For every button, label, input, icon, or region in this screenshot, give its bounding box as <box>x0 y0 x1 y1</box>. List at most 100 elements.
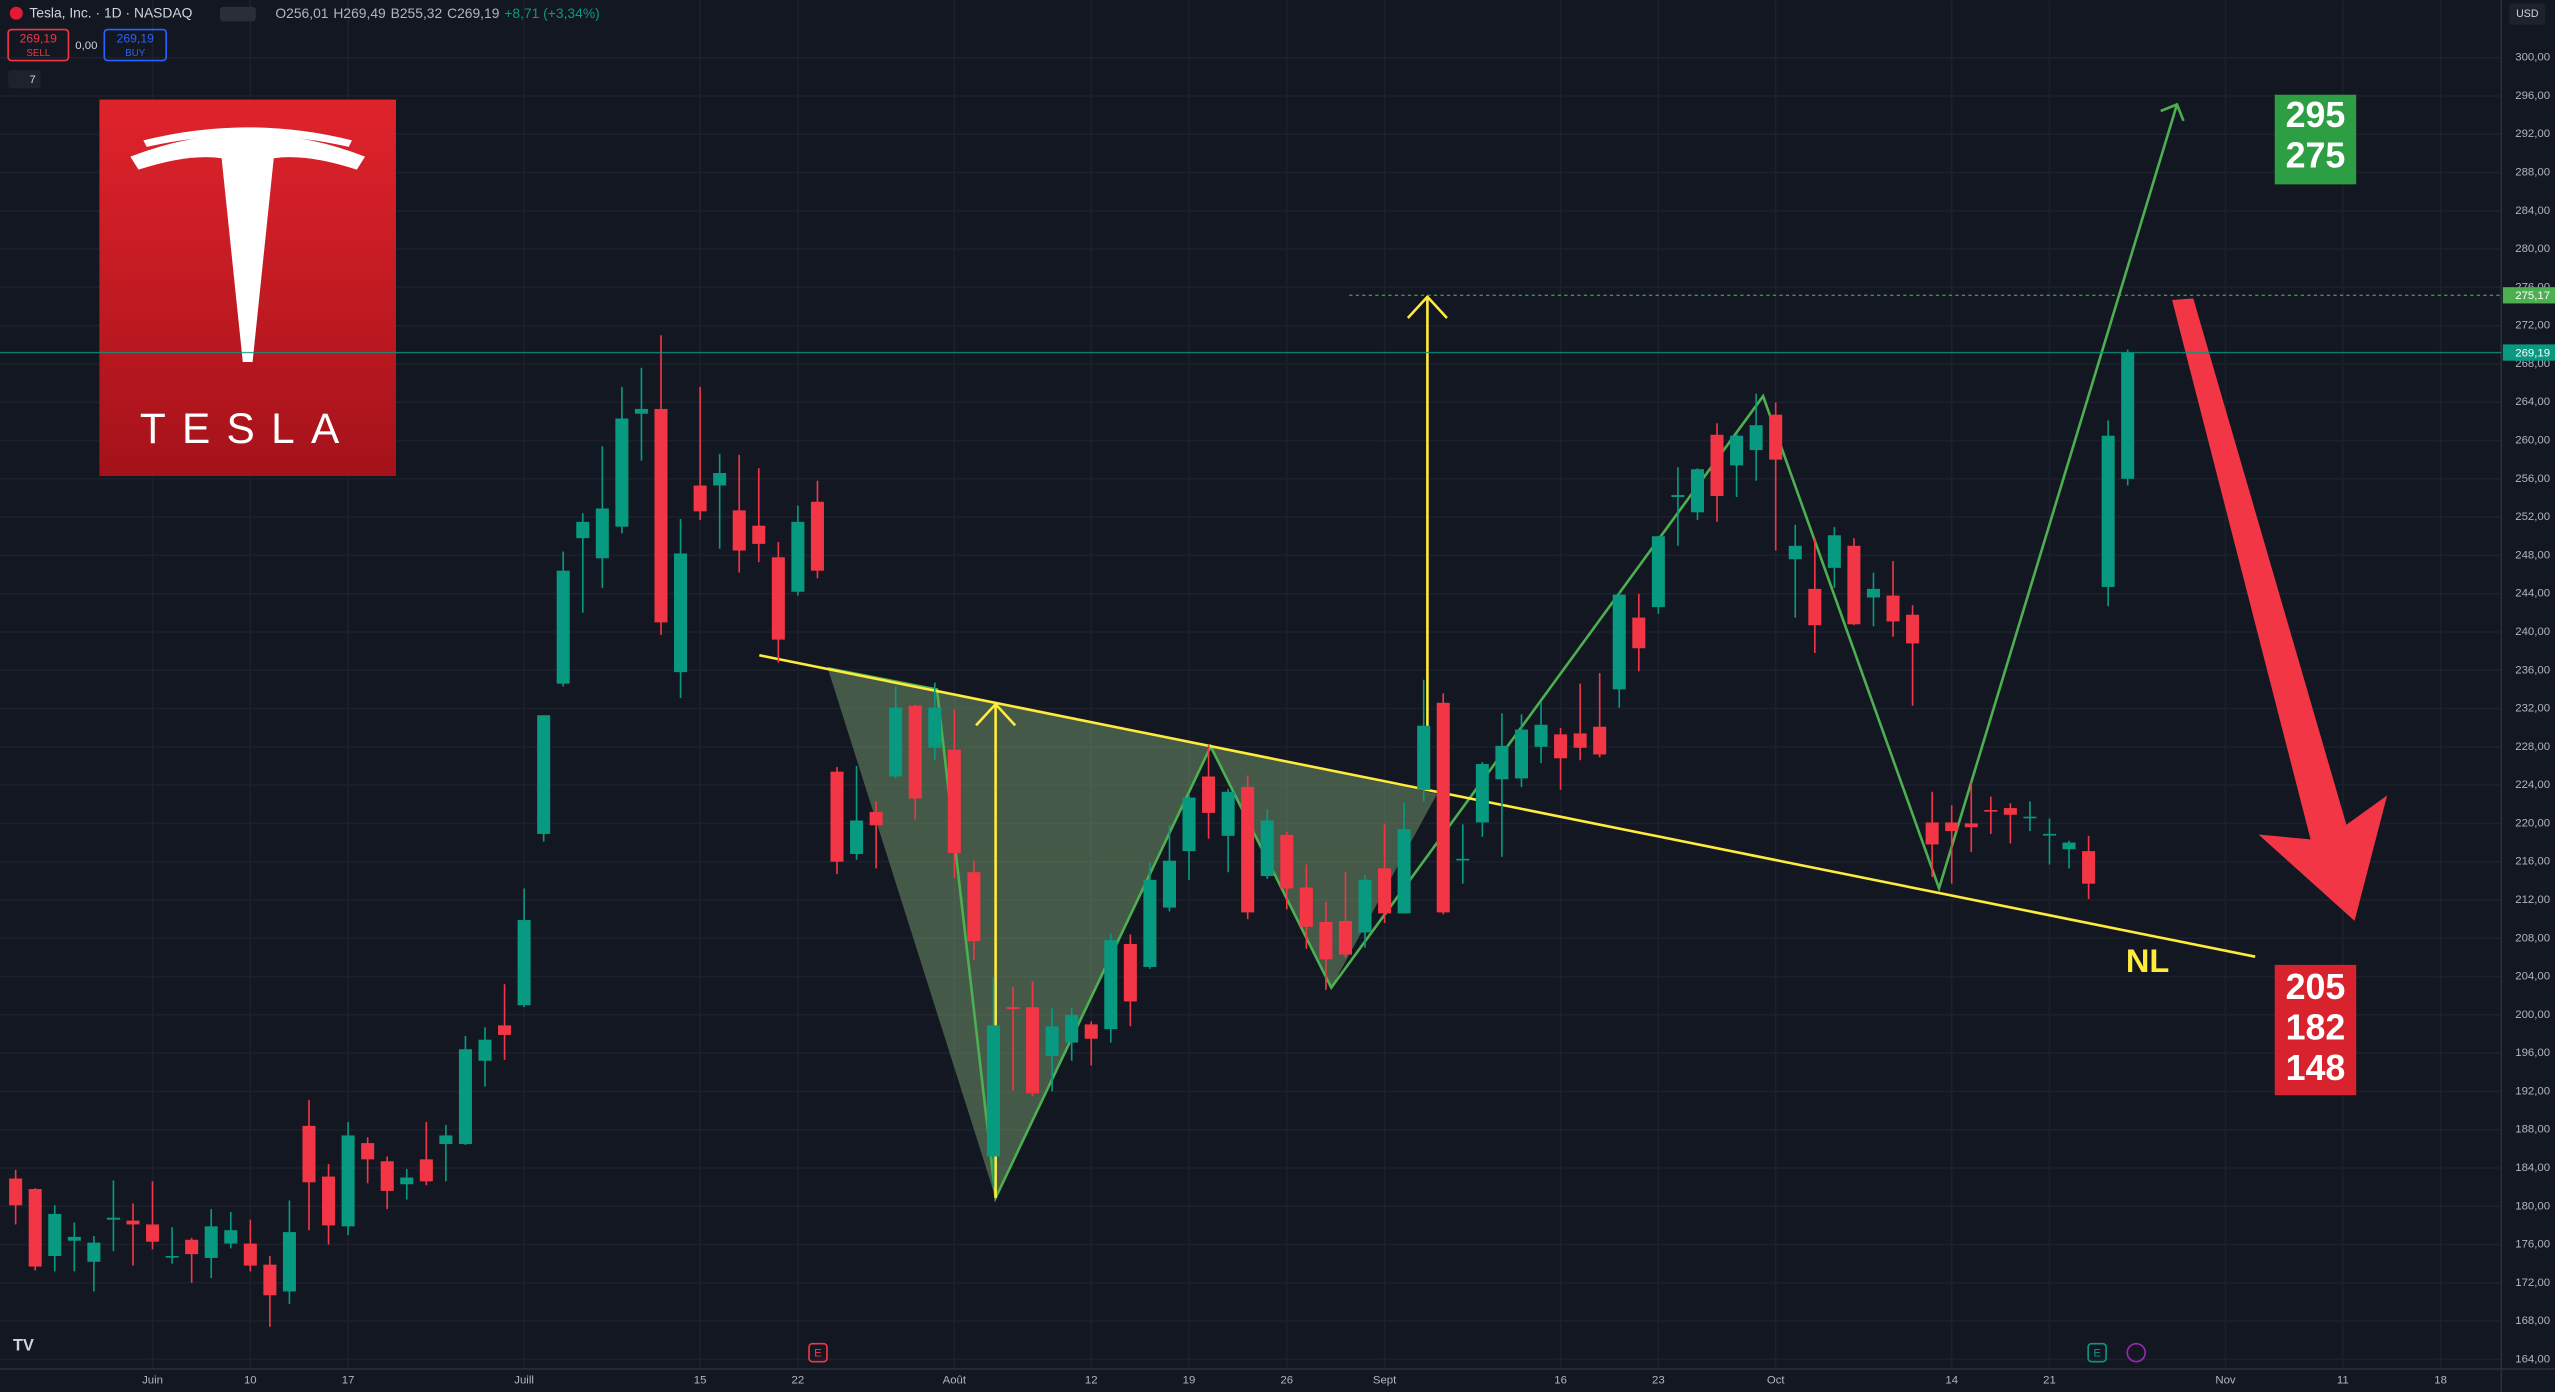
y-tick-label: 292,00 <box>2515 128 2550 140</box>
candle-body <box>1632 617 1646 649</box>
candle-body <box>1534 724 1548 747</box>
candle-body <box>752 525 766 544</box>
candle-body <box>419 1159 433 1182</box>
symbol: Tesla, Inc. · 1D · NASDAQ <box>29 5 192 21</box>
candle-body <box>1143 879 1157 967</box>
candle-body <box>9 1178 23 1206</box>
targets: NL <box>2126 94 2357 1096</box>
y-tick-label: 208,00 <box>2515 932 2550 944</box>
x-tick-label: 15 <box>694 1374 707 1386</box>
candle-body <box>576 521 590 539</box>
shoulder-fill <box>1210 746 1438 988</box>
logo-mark <box>143 127 352 147</box>
tv-logo: TV <box>13 1336 34 1354</box>
candle-body <box>1651 536 1665 608</box>
candle-body <box>1749 425 1763 451</box>
symbol-icon <box>9 6 23 20</box>
price-label-box <box>2502 287 2555 304</box>
currency-box[interactable] <box>2509 3 2546 25</box>
candle-body <box>1866 588 1880 598</box>
candle-body <box>2003 808 2017 815</box>
candle-body <box>302 1125 316 1183</box>
candle-body <box>361 1143 375 1160</box>
y-tick-label: 188,00 <box>2515 1124 2550 1136</box>
candle-body <box>498 1025 512 1035</box>
candle-body <box>889 707 903 777</box>
target-up: 275 <box>2286 136 2346 176</box>
indicators-count: 7 <box>29 74 35 86</box>
y-tick-label: 240,00 <box>2515 626 2550 638</box>
candle-body <box>1827 535 1841 568</box>
candle-body <box>282 1232 296 1292</box>
candle-body <box>2101 435 2115 587</box>
x-tick-label: 23 <box>1652 1374 1665 1386</box>
candle-body <box>1202 776 1216 813</box>
candle-body <box>595 508 609 559</box>
candle-body <box>693 485 707 512</box>
candle-body <box>1984 809 1998 812</box>
candle-body <box>1964 823 1978 828</box>
logo-mark <box>130 133 365 362</box>
candle-body <box>850 820 864 855</box>
buy-button[interactable] <box>103 28 168 62</box>
candle-body <box>106 1217 120 1220</box>
candle-body <box>380 1161 394 1191</box>
sell-button[interactable] <box>7 28 70 62</box>
candle-body <box>126 1220 140 1225</box>
indicators-toggle[interactable] <box>8 70 41 89</box>
candle-body <box>1397 829 1411 914</box>
candle-body <box>1495 745 1509 780</box>
toggle[interactable] <box>219 6 256 22</box>
currency: USD <box>2516 8 2539 20</box>
ohlc-value: O256,01 <box>275 5 328 21</box>
candle-body <box>322 1176 336 1226</box>
candle-body <box>204 1226 218 1258</box>
ohlc-value: +8,71 (+3,34%) <box>504 5 599 21</box>
candle-body <box>1788 545 1802 560</box>
candle-body <box>1221 791 1235 836</box>
candle-body <box>928 707 942 748</box>
price-label: 269,19 <box>2515 347 2550 359</box>
candle-body <box>1280 834 1294 889</box>
y-tick-label: 248,00 <box>2515 549 2550 561</box>
buy-price: 269,19 <box>117 32 155 46</box>
candle-body <box>1338 921 1352 955</box>
candle-body <box>1123 943 1137 1002</box>
y-tick-label: 224,00 <box>2515 779 2550 791</box>
sell-label: SELL <box>26 48 50 59</box>
candle-body <box>2121 352 2135 479</box>
y-tick-label: 184,00 <box>2515 1162 2550 1174</box>
candle-body <box>2082 851 2096 884</box>
candle-body <box>1886 595 1900 622</box>
candle-body <box>1006 1007 1020 1010</box>
candle-body <box>2023 816 2037 819</box>
candle-body <box>1260 820 1274 877</box>
candle-body <box>1319 921 1333 960</box>
event-icon[interactable] <box>2126 1342 2147 1363</box>
candle-body <box>1573 733 1587 748</box>
candle-body <box>654 408 668 623</box>
candle-body <box>947 749 961 854</box>
candle-body <box>185 1239 199 1255</box>
candle-body <box>458 1049 472 1145</box>
candle-body <box>478 1039 492 1061</box>
candle-body <box>1065 1014 1079 1043</box>
ohlc-value: C269,19 <box>447 5 500 21</box>
logo-text: TESLA <box>140 405 356 452</box>
candle-body <box>48 1213 62 1257</box>
y-tick-label: 252,00 <box>2515 511 2550 523</box>
y-tick-label: 196,00 <box>2515 1047 2550 1059</box>
candle-body <box>224 1230 238 1244</box>
y-tick-label: 232,00 <box>2515 703 2550 715</box>
x-tick-label: Juin <box>142 1374 163 1386</box>
pattern-drawing <box>759 102 2388 1203</box>
event-marker <box>2087 1342 2107 1363</box>
candle-body <box>1299 887 1313 927</box>
x-tick-label: 26 <box>1280 1374 1293 1386</box>
target-down: 182 <box>2286 1008 2346 1048</box>
y-tick-label: 256,00 <box>2515 473 2550 485</box>
candle-body <box>1104 940 1118 1030</box>
arrow-head <box>1406 294 1448 319</box>
x-tick-label: 21 <box>2043 1374 2056 1386</box>
x-tick-label: 22 <box>792 1374 805 1386</box>
